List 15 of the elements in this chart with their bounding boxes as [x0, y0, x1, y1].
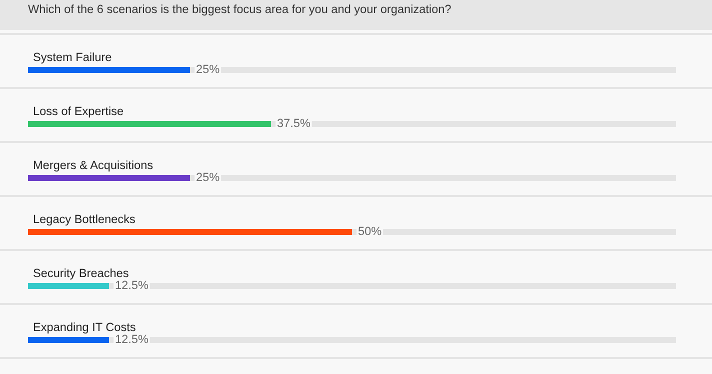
- data-label: 25%: [196, 172, 220, 182]
- bar: [28, 283, 109, 289]
- data-label: 12.5%: [116, 334, 148, 344]
- data-label: 50%: [358, 226, 382, 236]
- data-label: 37.5%: [277, 118, 310, 128]
- bar: [28, 337, 109, 343]
- y-tick-label: Legacy Bottlenecks: [34, 214, 135, 226]
- y-tick-label: Security Breaches: [34, 268, 128, 280]
- y-tick-label: Expanding IT Costs: [34, 322, 136, 334]
- data-label: 12.5%: [116, 280, 148, 290]
- data-label: 25%: [196, 64, 220, 74]
- chart-title: Which of the 6 scenarios is the biggest focus area for you and your organization?: [28, 4, 451, 16]
- y-tick-label: Loss of Expertise: [34, 106, 124, 118]
- y-tick-label: System Failure: [34, 52, 112, 64]
- y-tick-label: Mergers & Acquisitions: [34, 160, 153, 172]
